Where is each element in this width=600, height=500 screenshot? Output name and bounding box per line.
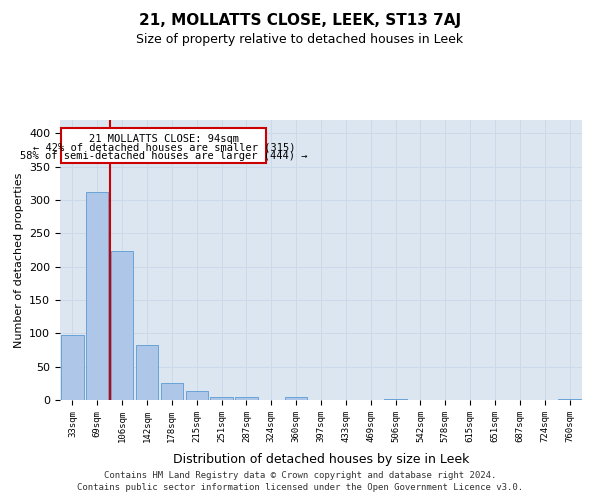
- Bar: [385, 398, 407, 400]
- Text: Size of property relative to detached houses in Leek: Size of property relative to detached ho…: [136, 32, 464, 46]
- Bar: [161, 382, 183, 400]
- Bar: [136, 344, 158, 400]
- Bar: [185, 392, 208, 400]
- Text: 21 MOLLATTS CLOSE: 94sqm: 21 MOLLATTS CLOSE: 94sqm: [89, 134, 239, 144]
- Text: ← 42% of detached houses are smaller (315): ← 42% of detached houses are smaller (31…: [32, 142, 295, 152]
- Bar: [86, 192, 109, 400]
- Bar: [559, 398, 581, 400]
- Bar: [111, 250, 133, 400]
- Bar: [211, 396, 233, 400]
- X-axis label: Distribution of detached houses by size in Leek: Distribution of detached houses by size …: [173, 453, 469, 466]
- Text: Contains HM Land Registry data © Crown copyright and database right 2024.
Contai: Contains HM Land Registry data © Crown c…: [77, 471, 523, 492]
- Bar: [285, 396, 307, 400]
- Text: 58% of semi-detached houses are larger (444) →: 58% of semi-detached houses are larger (…: [20, 152, 308, 162]
- Bar: [61, 336, 83, 400]
- Y-axis label: Number of detached properties: Number of detached properties: [14, 172, 23, 348]
- FancyBboxPatch shape: [61, 128, 266, 164]
- Bar: [235, 396, 257, 400]
- Text: 21, MOLLATTS CLOSE, LEEK, ST13 7AJ: 21, MOLLATTS CLOSE, LEEK, ST13 7AJ: [139, 12, 461, 28]
